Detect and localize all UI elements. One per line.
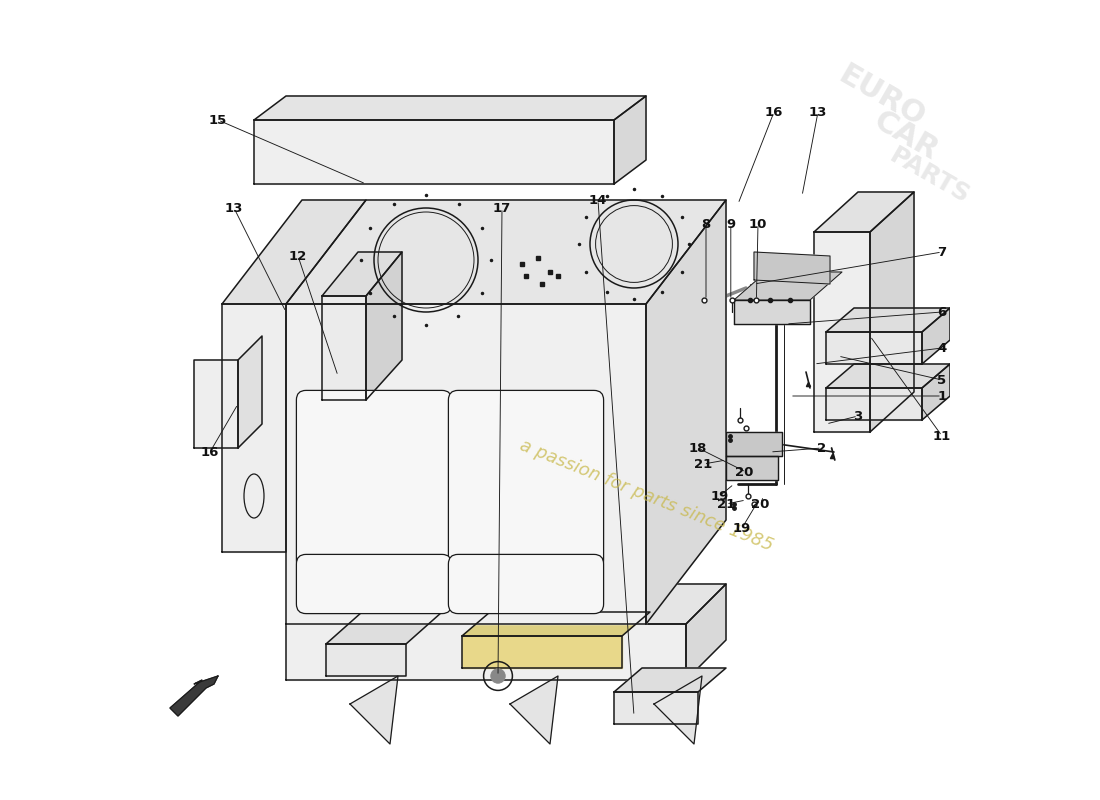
Text: 19: 19 — [711, 490, 728, 502]
Polygon shape — [726, 456, 778, 480]
Polygon shape — [814, 192, 914, 232]
Polygon shape — [238, 336, 262, 448]
Polygon shape — [326, 644, 406, 676]
Polygon shape — [826, 388, 922, 420]
FancyBboxPatch shape — [449, 554, 604, 614]
Polygon shape — [922, 308, 950, 364]
Polygon shape — [366, 252, 402, 400]
Text: 8: 8 — [702, 218, 711, 230]
Polygon shape — [726, 432, 782, 456]
Polygon shape — [326, 612, 442, 644]
Polygon shape — [614, 96, 646, 184]
Text: 16: 16 — [201, 446, 219, 458]
Text: 5: 5 — [937, 374, 947, 386]
Polygon shape — [646, 200, 726, 624]
Polygon shape — [222, 200, 366, 304]
Text: 10: 10 — [749, 218, 767, 230]
Text: 6: 6 — [937, 306, 947, 318]
FancyBboxPatch shape — [296, 390, 452, 570]
Polygon shape — [286, 304, 646, 624]
Polygon shape — [194, 360, 238, 448]
Text: 19: 19 — [733, 522, 751, 534]
Text: 18: 18 — [689, 442, 707, 454]
Polygon shape — [922, 364, 950, 420]
Text: 17: 17 — [493, 202, 512, 214]
Polygon shape — [170, 676, 218, 716]
Polygon shape — [510, 676, 558, 744]
Text: 21: 21 — [717, 498, 735, 510]
Text: 11: 11 — [933, 430, 952, 442]
Text: 9: 9 — [726, 218, 736, 230]
Text: 2: 2 — [817, 442, 826, 454]
Text: 16: 16 — [764, 106, 783, 118]
Text: 1: 1 — [937, 390, 947, 402]
Polygon shape — [286, 584, 726, 624]
Polygon shape — [462, 636, 622, 668]
Polygon shape — [254, 120, 614, 184]
Polygon shape — [614, 692, 698, 724]
Text: 14: 14 — [588, 194, 607, 206]
Text: 13: 13 — [224, 202, 243, 214]
Text: 15: 15 — [209, 114, 227, 126]
Polygon shape — [826, 364, 950, 388]
Text: CAR: CAR — [869, 106, 944, 166]
Polygon shape — [654, 676, 702, 744]
Polygon shape — [870, 192, 914, 432]
Polygon shape — [826, 332, 922, 364]
Text: 21: 21 — [694, 458, 713, 470]
Text: a passion for parts since 1985: a passion for parts since 1985 — [517, 437, 776, 555]
FancyBboxPatch shape — [449, 390, 604, 570]
Polygon shape — [222, 304, 286, 552]
Polygon shape — [826, 308, 950, 332]
Polygon shape — [254, 96, 646, 120]
Text: 7: 7 — [937, 246, 947, 258]
Text: EURO: EURO — [834, 60, 931, 132]
Polygon shape — [754, 252, 830, 284]
Polygon shape — [814, 232, 870, 432]
Polygon shape — [734, 272, 842, 300]
Text: 13: 13 — [808, 106, 827, 118]
Polygon shape — [686, 584, 726, 680]
Polygon shape — [734, 300, 810, 324]
Text: 20: 20 — [735, 466, 754, 478]
Polygon shape — [350, 676, 398, 744]
Polygon shape — [614, 668, 726, 692]
Text: 20: 20 — [751, 498, 770, 510]
Polygon shape — [462, 612, 650, 636]
Polygon shape — [322, 252, 401, 296]
Text: PARTS: PARTS — [886, 143, 975, 209]
Text: 12: 12 — [289, 250, 307, 262]
Polygon shape — [322, 296, 366, 400]
Circle shape — [491, 669, 505, 683]
Text: 3: 3 — [854, 410, 862, 422]
Polygon shape — [286, 200, 726, 304]
Polygon shape — [286, 624, 686, 680]
Text: 4: 4 — [937, 342, 947, 354]
FancyBboxPatch shape — [296, 554, 452, 614]
